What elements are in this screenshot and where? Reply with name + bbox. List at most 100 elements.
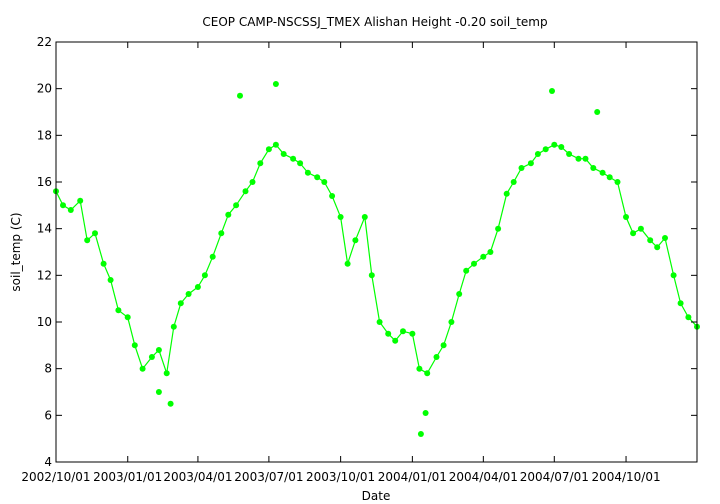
- data-point: [290, 155, 297, 162]
- data-point: [416, 365, 423, 372]
- data-point: [265, 146, 272, 153]
- data-point: [272, 141, 279, 148]
- data-point: [177, 300, 184, 307]
- data-point: [487, 249, 494, 255]
- data-point: [582, 155, 589, 162]
- data-point: [170, 323, 177, 330]
- data-point: [257, 160, 264, 167]
- data-point: [249, 179, 256, 185]
- data-point: [542, 146, 549, 153]
- data-point: [124, 314, 131, 321]
- data-point: [385, 330, 392, 337]
- x-axis-label: Date: [362, 489, 391, 503]
- data-point: [566, 151, 573, 157]
- chart-title: CEOP CAMP-NSCSSJ_TMEX Alishan Height -0.…: [202, 15, 547, 29]
- data-point: [527, 160, 534, 167]
- data-point: [344, 260, 351, 267]
- data-point: [685, 314, 692, 321]
- extreme-point: [422, 410, 429, 416]
- data-point: [647, 237, 654, 244]
- y-tick-label: 4: [44, 455, 52, 469]
- data-point: [368, 272, 375, 279]
- data-point: [440, 342, 447, 349]
- x-tick-label: 2004/01/01: [378, 470, 447, 484]
- data-point: [163, 370, 170, 377]
- extreme-point: [167, 400, 174, 407]
- data-point: [551, 141, 558, 148]
- y-tick-label: 6: [44, 408, 52, 422]
- data-point: [107, 277, 114, 283]
- x-tick-label: 2002/10/01: [21, 470, 90, 484]
- extreme-point: [417, 431, 424, 437]
- y-tick-label: 16: [37, 175, 52, 189]
- data-point: [155, 347, 162, 353]
- data-point: [409, 330, 416, 337]
- data-point: [329, 193, 336, 199]
- data-point: [209, 253, 216, 260]
- data-point: [280, 151, 287, 157]
- data-point: [100, 260, 107, 267]
- data-point: [242, 188, 249, 195]
- extreme-point: [155, 389, 162, 395]
- y-tick-label: 18: [37, 128, 52, 142]
- extreme-point: [272, 81, 279, 87]
- x-tick-label: 2003/07/01: [234, 470, 303, 484]
- data-point: [614, 179, 621, 185]
- data-point: [67, 207, 74, 213]
- data-point: [503, 190, 510, 197]
- data-point: [630, 230, 637, 237]
- y-tick-label: 14: [37, 222, 52, 236]
- data-point: [84, 237, 91, 244]
- data-point: [376, 319, 383, 325]
- data-point: [233, 202, 240, 209]
- data-point: [448, 319, 455, 325]
- data-point: [314, 174, 321, 181]
- data-point: [185, 291, 192, 297]
- extreme-point: [549, 88, 555, 94]
- data-point: [480, 253, 487, 260]
- data-point: [225, 211, 232, 218]
- data-point: [623, 214, 629, 220]
- data-point: [510, 179, 517, 185]
- y-tick-label: 12: [37, 268, 52, 282]
- data-point: [201, 272, 208, 279]
- data-point: [654, 244, 661, 251]
- data-point: [392, 337, 399, 344]
- data-point: [352, 237, 359, 244]
- data-layer: [53, 81, 700, 437]
- data-point: [218, 230, 225, 237]
- data-point: [662, 235, 668, 241]
- data-point: [677, 300, 684, 307]
- extreme-point: [237, 92, 243, 99]
- data-point: [304, 169, 311, 176]
- data-point: [400, 328, 406, 335]
- data-point: [599, 169, 606, 176]
- y-axis-label: soil_temp (C): [9, 212, 23, 291]
- data-point: [131, 342, 138, 349]
- data-point: [670, 272, 677, 279]
- data-point: [424, 370, 431, 377]
- plot-frame: [55, 41, 698, 463]
- data-point: [77, 197, 84, 204]
- x-tick-label: 2004/04/01: [449, 470, 518, 484]
- data-point: [139, 365, 146, 372]
- data-point: [297, 160, 304, 167]
- data-point: [92, 230, 98, 237]
- data-point: [115, 307, 122, 314]
- data-point: [337, 214, 344, 220]
- x-tick-label: 2003/04/01: [163, 470, 232, 484]
- data-point: [518, 165, 525, 171]
- y-tick-label: 22: [37, 35, 52, 49]
- data-point: [637, 225, 644, 232]
- y-tick-label: 20: [37, 82, 52, 96]
- y-tick-label: 8: [44, 362, 52, 376]
- data-point: [463, 267, 470, 274]
- data-point: [148, 354, 155, 360]
- extreme-point: [594, 109, 601, 115]
- data-point: [606, 174, 613, 181]
- data-point: [361, 214, 368, 220]
- data-point: [194, 284, 201, 290]
- x-tick-label: 2003/10/01: [306, 470, 375, 484]
